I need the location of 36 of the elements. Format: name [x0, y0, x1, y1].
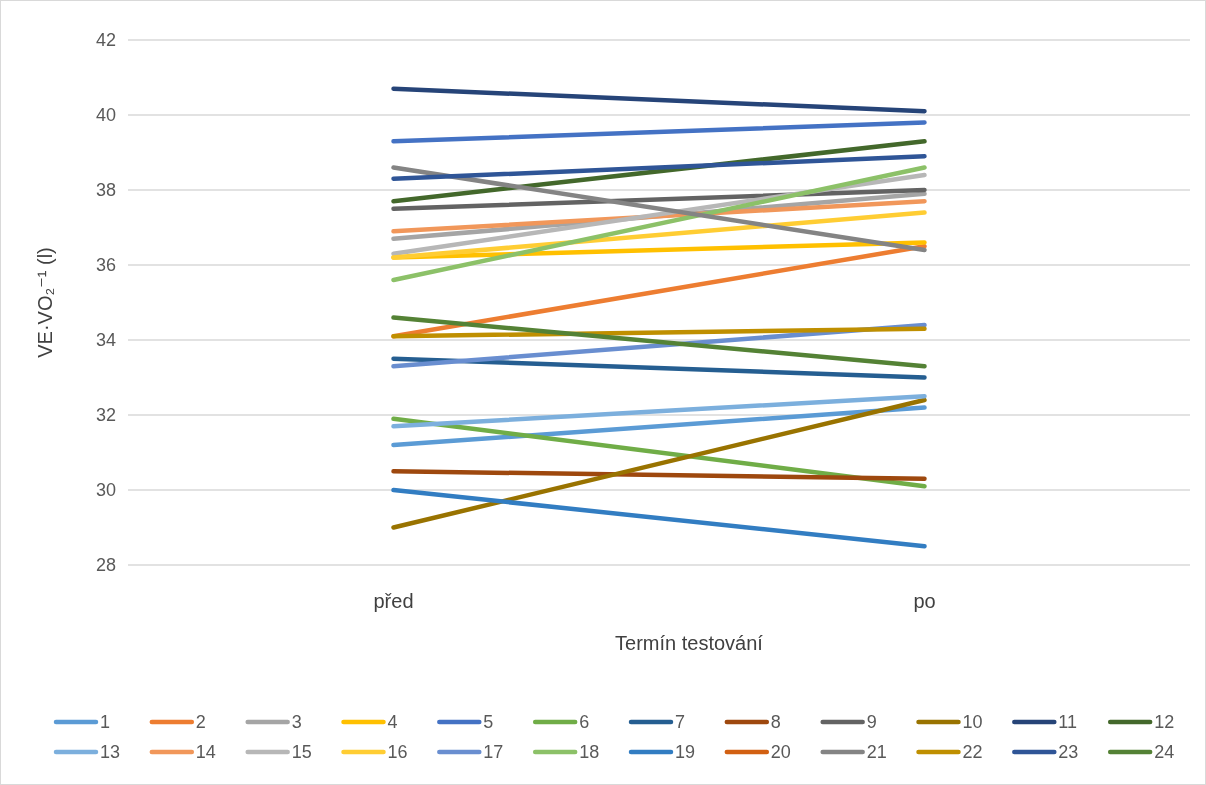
legend-label: 15 — [291, 742, 312, 763]
legend-label: 2 — [195, 712, 206, 733]
y-tick-label: 30 — [95, 480, 116, 501]
y-tick-label: 28 — [95, 555, 116, 576]
legend-label: 7 — [675, 712, 686, 733]
y-tick-label: 32 — [95, 405, 116, 426]
legend-label: 13 — [100, 742, 121, 763]
legend-label: 9 — [866, 712, 877, 733]
legend-label: 11 — [1058, 712, 1078, 733]
y-tick-label: 34 — [95, 330, 116, 351]
legend-label: 10 — [962, 712, 983, 733]
legend-label: 8 — [770, 712, 781, 733]
legend-label: 3 — [291, 712, 302, 733]
x-axis-title: Termín testování — [615, 632, 764, 654]
y-tick-label: 36 — [95, 255, 116, 276]
y-tick-label: 42 — [95, 30, 116, 51]
x-tick-label: před — [373, 590, 414, 612]
x-tick-label: po — [913, 590, 936, 612]
legend-label: 22 — [962, 742, 983, 763]
y-tick-label: 40 — [95, 105, 116, 126]
y-tick-label: 38 — [95, 180, 116, 201]
legend-label: 24 — [1154, 742, 1175, 763]
legend-label: 20 — [770, 742, 791, 763]
legend-label: 19 — [675, 742, 696, 763]
legend-label: 12 — [1154, 712, 1175, 733]
legend-label: 18 — [579, 742, 600, 763]
legend-label: 1 — [100, 712, 111, 733]
legend-label: 4 — [387, 712, 398, 733]
legend-label: 21 — [866, 742, 887, 763]
y-axis-title: VE·VO₂⁻¹ (l) — [34, 247, 56, 358]
legend-label: 23 — [1058, 742, 1079, 763]
legend-label: 17 — [483, 742, 504, 763]
legend-label: 16 — [387, 742, 408, 763]
legend-label: 6 — [579, 712, 590, 733]
legend-label: 14 — [195, 742, 216, 763]
legend-label: 5 — [483, 712, 494, 733]
